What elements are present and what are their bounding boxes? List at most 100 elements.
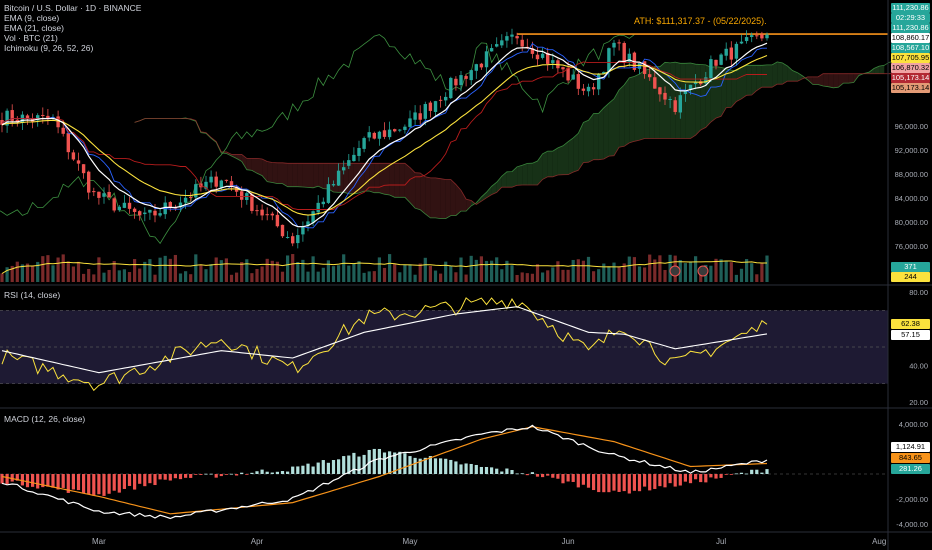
- x-axis-label: Apr: [251, 537, 264, 546]
- candle: [530, 41, 535, 59]
- candle-body: [382, 130, 387, 137]
- ichimoku-cloud-segment: [506, 171, 512, 188]
- macd-histogram-bar: [41, 474, 45, 488]
- price-tag: 105,173.14: [891, 73, 930, 83]
- candle: [408, 110, 412, 129]
- candle: [76, 152, 81, 171]
- macd-histogram-bar: [479, 466, 483, 474]
- ichimoku-cloud-segment: [282, 162, 288, 187]
- candle: [122, 194, 127, 209]
- macd-legend[interactable]: MACD (12, 26, close): [4, 414, 86, 424]
- ichimoku-cloud-segment: [379, 163, 385, 195]
- price-axis-tick: 92,000.00: [895, 146, 928, 155]
- candle: [719, 53, 723, 66]
- volume-bar: [291, 254, 295, 282]
- price-pane[interactable]: [0, 28, 900, 282]
- candle-body: [739, 41, 744, 44]
- volume-bar: [490, 260, 494, 282]
- volume-bar: [617, 266, 621, 282]
- candle: [678, 87, 682, 119]
- macd-histogram-bar: [10, 474, 14, 482]
- indicator-ema9[interactable]: EMA (9, close): [4, 13, 60, 23]
- candle-body: [693, 82, 698, 85]
- candle: [505, 31, 509, 48]
- ichimoku-cloud-segment: [512, 166, 518, 188]
- candle: [760, 31, 764, 42]
- candle: [428, 100, 433, 118]
- ichimoku-cloud-segment: [481, 192, 487, 202]
- volume-bar: [372, 271, 376, 282]
- macd-pane[interactable]: [0, 424, 888, 520]
- macd-histogram-bar: [413, 457, 417, 474]
- candle: [347, 154, 351, 169]
- candle: [724, 42, 728, 61]
- candle-body: [561, 67, 565, 70]
- macd-histogram-bar: [168, 474, 172, 481]
- macd-histogram-bar: [729, 474, 733, 475]
- ichimoku-cloud-segment: [731, 70, 737, 108]
- candle-body: [204, 181, 208, 189]
- candle: [750, 32, 754, 43]
- ichimoku-cloud-segment: [700, 64, 706, 130]
- candle: [117, 205, 121, 212]
- volume-bar: [612, 262, 616, 282]
- volume-bar: [745, 259, 749, 282]
- candle-body: [219, 180, 223, 188]
- candle-body: [56, 116, 60, 128]
- candle: [576, 70, 580, 95]
- macd-histogram-bar: [602, 474, 606, 493]
- candle: [112, 196, 116, 213]
- macd-histogram-bar: [393, 452, 397, 474]
- volume-bar: [362, 272, 366, 282]
- ichimoku-cloud-segment: [399, 163, 405, 198]
- candle: [403, 124, 407, 134]
- ichimoku-cloud-segment: [353, 163, 359, 194]
- volume-bar: [535, 264, 540, 282]
- candle-body: [454, 78, 458, 86]
- macd-histogram-bar: [377, 448, 381, 474]
- candle-body: [15, 119, 19, 123]
- macd-histogram-bar: [240, 472, 244, 474]
- macd-histogram-bar: [92, 474, 96, 496]
- volume-bar: [719, 259, 723, 282]
- volume-bar: [530, 273, 534, 282]
- ichimoku-cloud-segment: [542, 151, 548, 180]
- ichimoku-cloud-segment: [445, 179, 451, 219]
- indicator-ichimoku[interactable]: Ichimoku (9, 26, 52, 26): [4, 43, 94, 53]
- candle: [474, 63, 478, 79]
- ichimoku-cloud-segment: [257, 158, 263, 176]
- ichimoku-cloud-segment: [455, 184, 461, 216]
- volume-bar: [581, 260, 585, 282]
- ichimoku-cloud-segment: [557, 145, 563, 176]
- ichimoku-cloud-segment: [547, 151, 553, 177]
- volume-bar: [449, 265, 453, 282]
- rsi-ma-line: [1, 306, 768, 374]
- macd-line: [1, 424, 768, 520]
- macd-histogram-bar: [683, 474, 687, 482]
- volume-bar: [102, 272, 106, 282]
- volume-bar: [377, 257, 381, 282]
- macd-histogram-bar: [648, 474, 652, 491]
- volume-bar: [25, 263, 30, 282]
- price-axis-tick: 96,000.00: [895, 122, 928, 131]
- volume-bar: [663, 269, 667, 282]
- ichimoku-cloud-segment: [277, 162, 283, 184]
- ichimoku-cloud-segment: [573, 133, 579, 173]
- volume-bar: [321, 267, 325, 282]
- rsi-legend[interactable]: RSI (14, close): [4, 290, 61, 300]
- macd-histogram-bar: [474, 464, 478, 474]
- macd-histogram-bar: [571, 474, 575, 482]
- rsi-pane[interactable]: [0, 297, 888, 392]
- candle-body: [622, 43, 626, 63]
- ichimoku-lagging-span: [0, 34, 635, 245]
- indicator-volume[interactable]: Vol · BTC (21): [4, 33, 58, 43]
- macd-histogram-bar: [444, 458, 448, 474]
- candle-body: [591, 87, 596, 90]
- indicator-ema21[interactable]: EMA (21, close): [4, 23, 64, 33]
- candle-body: [438, 99, 443, 101]
- candle: [102, 187, 106, 204]
- ichimoku-cloud-segment: [807, 76, 813, 85]
- macd-histogram-bar: [260, 469, 264, 474]
- macd-histogram-bar: [398, 451, 402, 474]
